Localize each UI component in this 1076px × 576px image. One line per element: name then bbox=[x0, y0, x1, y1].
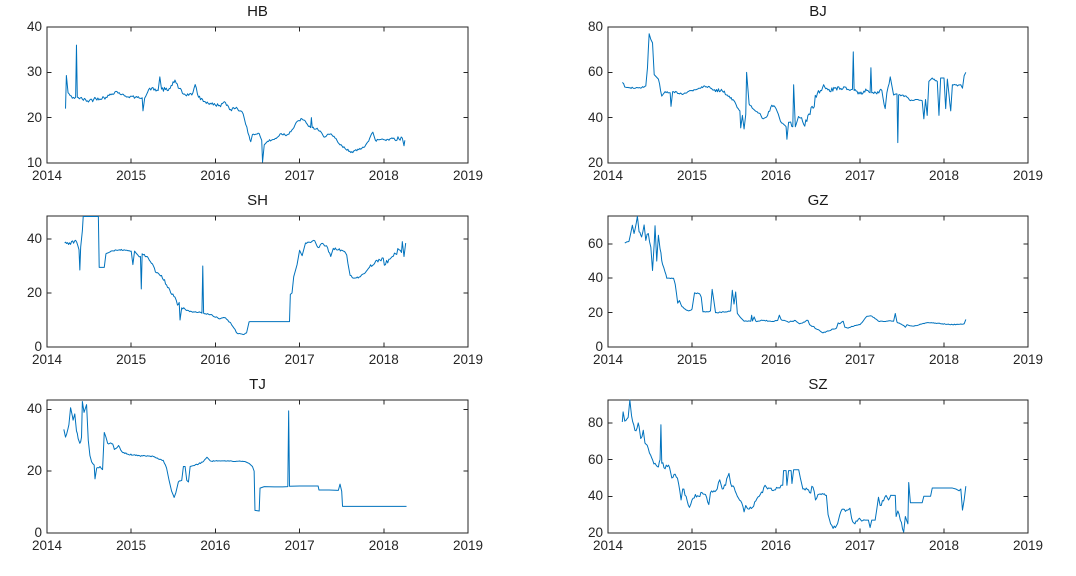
y-tick-label: 20 bbox=[26, 463, 42, 479]
x-tick-label: 2016 bbox=[200, 352, 231, 367]
y-tick-label: 10 bbox=[26, 155, 42, 170]
y-tick-label: 60 bbox=[587, 64, 603, 80]
y-tick-label: 20 bbox=[587, 525, 603, 540]
x-tick-label: 2018 bbox=[368, 168, 399, 183]
x-tick-label: 2019 bbox=[452, 538, 484, 553]
chart-title-gz: GZ bbox=[807, 192, 829, 209]
x-tick-label: 2014 bbox=[31, 538, 63, 553]
subplot-hb bbox=[46, 26, 469, 164]
x-tick-label: 2016 bbox=[760, 538, 792, 553]
axes-box bbox=[607, 215, 1029, 348]
axes-box bbox=[607, 26, 1029, 164]
y-tick-label: 0 bbox=[34, 339, 42, 354]
x-tick-label: 2017 bbox=[844, 352, 876, 367]
x-tick-label: 2014 bbox=[592, 538, 624, 553]
x-tick-label: 2015 bbox=[116, 352, 147, 367]
chart-title-sh: SH bbox=[247, 192, 268, 209]
y-tick-label: 20 bbox=[26, 284, 42, 300]
y-tick-label: 40 bbox=[587, 488, 603, 504]
x-tick-label: 2019 bbox=[1012, 352, 1044, 367]
x-tick-label: 2017 bbox=[284, 168, 315, 183]
y-tick-label: 60 bbox=[587, 235, 603, 251]
x-tick-label: 2016 bbox=[760, 352, 792, 367]
subplot-gz bbox=[607, 215, 1029, 348]
x-tick-label: 2017 bbox=[844, 168, 876, 183]
subplot-sh bbox=[46, 215, 469, 348]
y-tick-label: 80 bbox=[587, 414, 603, 430]
x-tick-label: 2015 bbox=[116, 168, 147, 183]
series-line-sh bbox=[64, 216, 407, 336]
subplot-tj bbox=[46, 399, 469, 534]
chart-title-sz: SZ bbox=[808, 376, 828, 393]
x-tick-label: 2017 bbox=[284, 538, 315, 553]
y-tick-label: 20 bbox=[587, 304, 603, 320]
y-tick-label: 0 bbox=[34, 525, 42, 540]
series-line-gz bbox=[624, 215, 967, 334]
x-tick-label: 2018 bbox=[368, 538, 399, 553]
x-tick-label: 2014 bbox=[31, 352, 63, 367]
x-tick-label: 2016 bbox=[200, 168, 231, 183]
y-tick-label: 40 bbox=[26, 230, 42, 246]
x-tick-label: 2019 bbox=[452, 168, 484, 183]
y-tick-label: 20 bbox=[587, 155, 603, 170]
y-tick-label: 40 bbox=[26, 19, 42, 34]
x-tick-label: 2019 bbox=[1012, 168, 1044, 183]
x-tick-label: 2017 bbox=[844, 538, 876, 553]
axes-box bbox=[46, 215, 469, 348]
x-tick-label: 2019 bbox=[1012, 538, 1044, 553]
x-tick-label: 2015 bbox=[676, 352, 708, 367]
y-tick-label: 40 bbox=[26, 401, 42, 417]
subplot-sz bbox=[607, 399, 1029, 534]
y-tick-label: 40 bbox=[587, 270, 603, 286]
series-line-hb bbox=[65, 44, 406, 163]
x-tick-label: 2018 bbox=[928, 352, 960, 367]
y-tick-label: 0 bbox=[595, 339, 603, 354]
chart-title-tj: TJ bbox=[249, 376, 266, 393]
x-tick-label: 2018 bbox=[368, 352, 399, 367]
x-tick-label: 2017 bbox=[284, 352, 315, 367]
axes-box bbox=[46, 399, 469, 534]
y-tick-label: 20 bbox=[26, 109, 42, 125]
series-line-sz bbox=[621, 399, 967, 533]
x-tick-label: 2018 bbox=[928, 538, 960, 553]
x-tick-label: 2016 bbox=[200, 538, 231, 553]
chart-title-hb: HB bbox=[247, 3, 268, 20]
series-line-tj bbox=[63, 401, 407, 512]
x-tick-label: 2016 bbox=[760, 168, 792, 183]
x-tick-label: 2014 bbox=[592, 168, 624, 183]
x-tick-label: 2014 bbox=[592, 352, 624, 367]
subplot-bj bbox=[607, 26, 1029, 164]
y-tick-label: 40 bbox=[587, 109, 603, 125]
x-tick-label: 2014 bbox=[31, 168, 63, 183]
series-line-bj bbox=[621, 33, 967, 144]
y-tick-label: 60 bbox=[587, 451, 603, 467]
chart-title-bj: BJ bbox=[809, 3, 827, 20]
x-tick-label: 2015 bbox=[116, 538, 147, 553]
axes-box bbox=[607, 399, 1029, 534]
y-tick-label: 80 bbox=[587, 19, 603, 34]
axes-box bbox=[46, 26, 469, 164]
x-tick-label: 2019 bbox=[452, 352, 484, 367]
x-tick-label: 2015 bbox=[676, 538, 708, 553]
y-tick-label: 30 bbox=[26, 64, 42, 80]
x-tick-label: 2018 bbox=[928, 168, 960, 183]
x-tick-label: 2015 bbox=[676, 168, 708, 183]
